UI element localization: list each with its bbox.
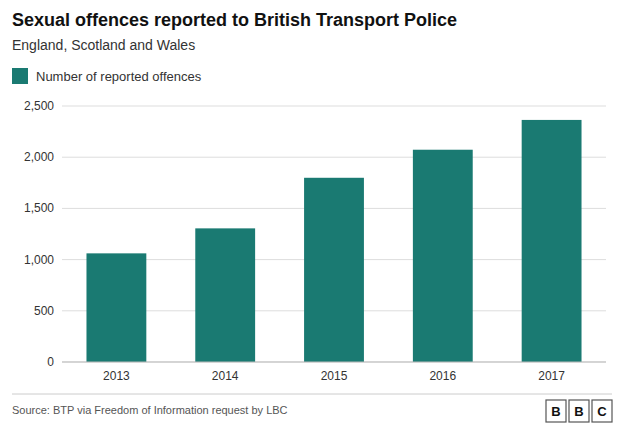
bar [304, 178, 364, 362]
x-tick-label: 2017 [538, 369, 565, 383]
legend-swatch [12, 68, 28, 84]
y-tick-label: 0 [47, 355, 54, 369]
bar [86, 253, 146, 362]
y-tick-label: 1,000 [24, 253, 54, 267]
y-tick-label: 500 [34, 304, 54, 318]
logo-letter: B [574, 404, 583, 419]
logo-letter: B [551, 404, 560, 419]
bar [195, 228, 255, 362]
y-tick-label: 1,500 [24, 201, 54, 215]
bar [522, 120, 582, 362]
x-tick-label: 2015 [321, 369, 348, 383]
x-tick-label: 2013 [103, 369, 130, 383]
x-axis-line [62, 362, 606, 363]
logo: BBC [546, 400, 612, 422]
y-axis: 0 500 1,000 1,500 2,000 2,500 [24, 99, 606, 369]
logo-box [592, 400, 612, 422]
logo-box [569, 400, 589, 422]
x-tick-label: 2016 [429, 369, 456, 383]
chart: Sexual offences reported to British Tran… [0, 0, 624, 430]
legend-label: Number of reported offences [36, 69, 202, 84]
legend: Number of reported offences [12, 68, 202, 84]
bar [413, 150, 473, 362]
title: Sexual offences reported to British Tran… [12, 10, 457, 30]
separator [12, 394, 612, 395]
y-tick-label: 2,500 [24, 99, 54, 113]
x-axis: 2013 2014 2015 2016 2017 [62, 362, 606, 383]
source: Source: BTP via Freedom of Information r… [12, 404, 288, 416]
subtitle: England, Scotland and Wales [12, 37, 195, 53]
logo-box [546, 400, 566, 422]
logo-letter: C [597, 404, 607, 419]
grid-line [62, 106, 606, 107]
y-tick-label: 2,000 [24, 150, 54, 164]
grid-line [62, 362, 606, 363]
bars [86, 120, 581, 362]
x-tick-label: 2014 [212, 369, 239, 383]
